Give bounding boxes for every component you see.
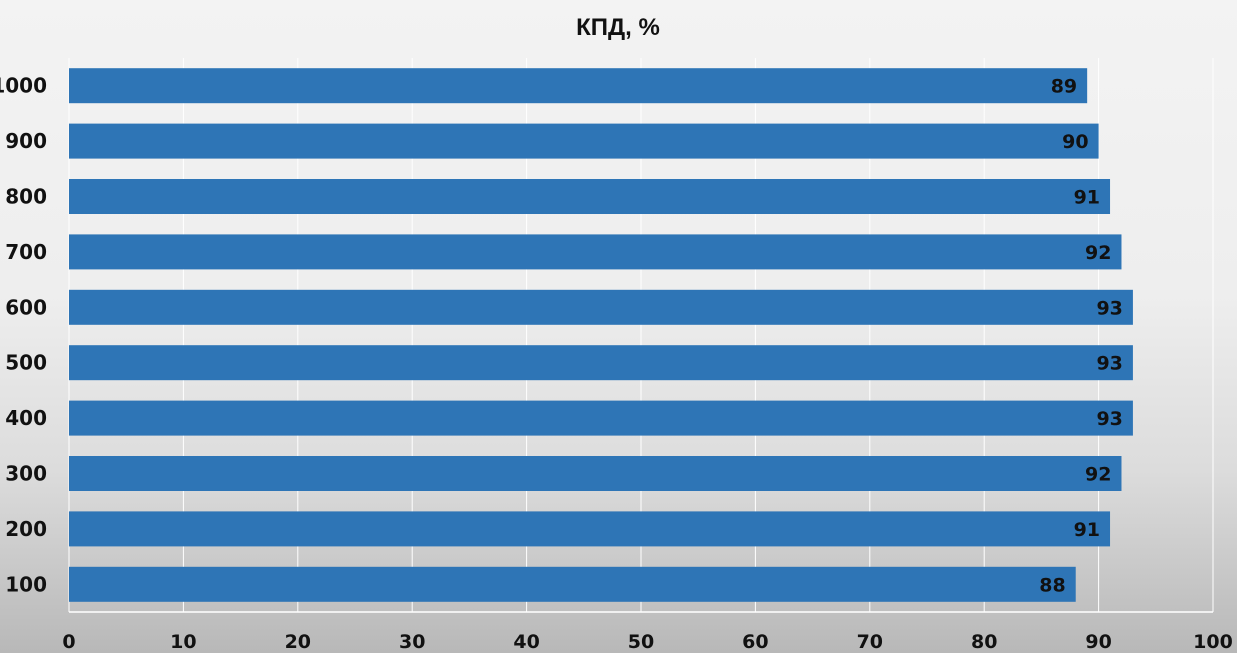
category-label: 300 [5, 462, 47, 486]
bar [69, 400, 1133, 436]
x-tick-label: 50 [628, 631, 654, 653]
bar [69, 566, 1076, 602]
category-label: 200 [5, 517, 47, 541]
bar [69, 179, 1111, 214]
category-axis: 100 200 300 400 500 600 700 800 900 1000 [0, 74, 47, 597]
category-label: 400 [5, 406, 47, 430]
bar [69, 234, 1122, 270]
bar [69, 511, 1111, 547]
data-label: 91 [1074, 519, 1100, 541]
x-tick-label: 0 [62, 631, 75, 653]
x-tick-label: 90 [1085, 631, 1111, 653]
x-tick-label: 70 [857, 631, 883, 653]
data-label: 88 [1039, 574, 1065, 596]
category-label: 100 [5, 572, 47, 596]
bar [69, 123, 1099, 159]
x-tick-label: 10 [170, 631, 196, 653]
category-label: 900 [5, 129, 47, 153]
data-label: 93 [1096, 297, 1122, 319]
bar [69, 456, 1122, 491]
category-label: 500 [5, 351, 47, 375]
bars [69, 68, 1133, 602]
x-tick-label: 100 [1193, 631, 1233, 653]
x-tick-label: 60 [742, 631, 768, 653]
category-label: 1000 [0, 74, 47, 98]
data-label: 91 [1074, 187, 1100, 209]
chart-title: КПД, % [576, 14, 660, 41]
bar [69, 345, 1133, 381]
x-tick-label: 80 [971, 631, 997, 653]
category-label: 700 [5, 240, 47, 264]
data-label: 93 [1096, 353, 1122, 375]
x-tick-label: 40 [513, 631, 539, 653]
data-label: 92 [1085, 242, 1111, 264]
data-labels: 88 91 92 93 93 93 92 91 90 89 [1039, 76, 1123, 597]
data-label: 89 [1051, 76, 1077, 98]
category-label: 600 [5, 295, 47, 319]
x-tick-label: 30 [399, 631, 425, 653]
bar [69, 68, 1088, 104]
data-label: 92 [1085, 464, 1111, 486]
data-label: 93 [1096, 408, 1122, 430]
data-label: 90 [1062, 131, 1088, 153]
x-tick-label: 20 [285, 631, 311, 653]
bar [69, 289, 1133, 325]
category-label: 800 [5, 185, 47, 209]
value-axis: 0 10 20 30 40 50 60 70 80 90 100 [62, 611, 1233, 653]
